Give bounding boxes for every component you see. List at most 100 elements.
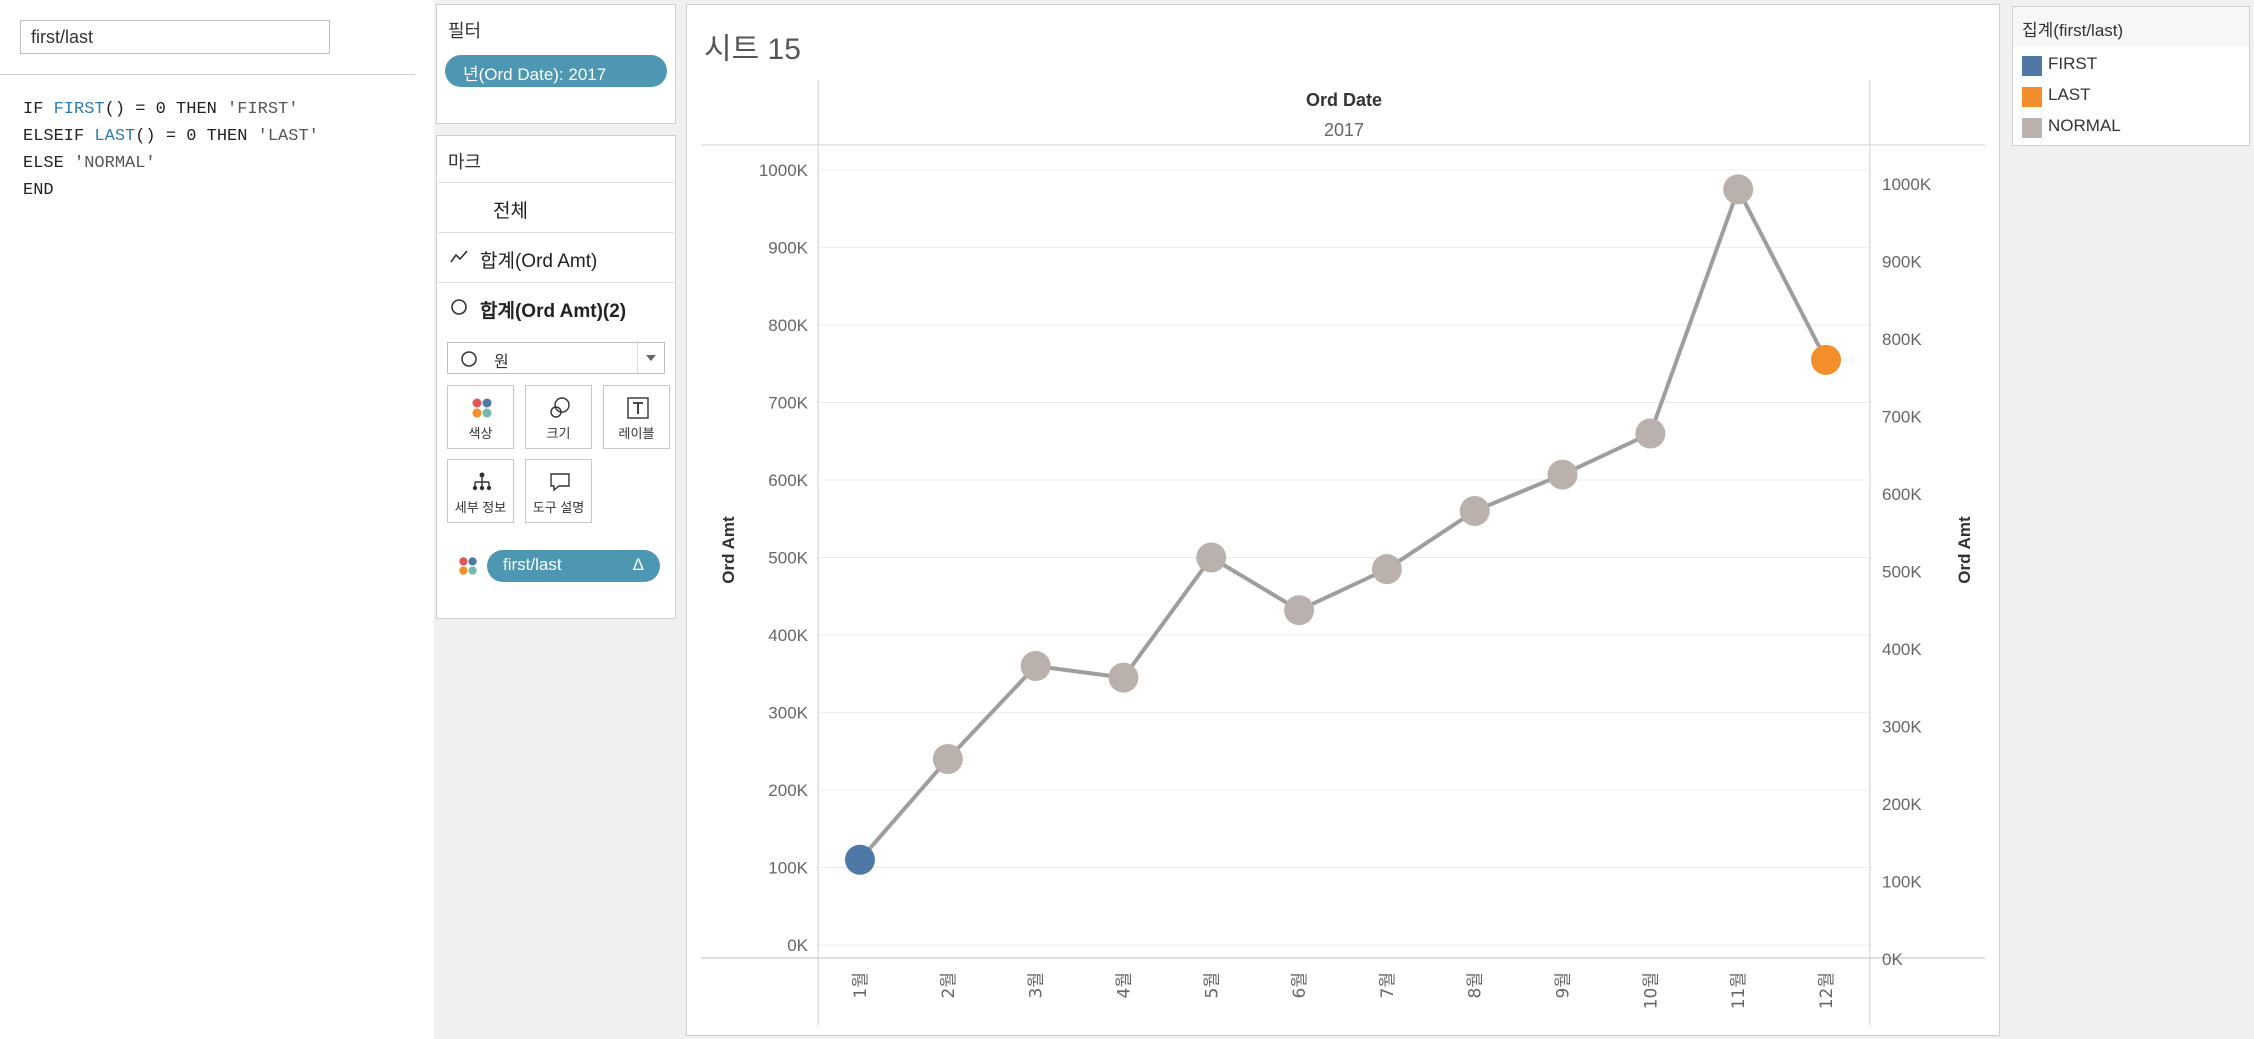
legend-label: NORMAL — [2048, 116, 2121, 135]
detail-tile[interactable]: 세부 정보 — [447, 459, 514, 523]
legend-title: 집계(first/last) — [2022, 21, 2124, 40]
y-tick-label-left: 600K — [768, 471, 808, 490]
tile-label: 색상 — [468, 426, 493, 441]
y-tick-label-left: 300K — [768, 704, 808, 723]
data-point-normal — [1635, 418, 1666, 449]
x-tick-label: 7월 — [1378, 972, 1398, 998]
data-point-first — [845, 844, 875, 875]
code-text: () = 0 THEN — [104, 100, 228, 119]
column-header-title: Ord Date — [1306, 90, 1382, 110]
y-tick-label-left: 700K — [768, 394, 808, 413]
data-point-normal — [1459, 496, 1490, 526]
filter-pill-ord-date[interactable]: 년(Ord Date): 2017 — [445, 55, 667, 87]
marks-row-all[interactable]: 전체 — [438, 182, 674, 233]
y-tick-label-left: 400K — [768, 626, 808, 645]
detail-icon — [472, 472, 492, 491]
code-text: () = 0 THEN — [135, 127, 258, 146]
gutter — [415, 0, 434, 218]
series-line — [858, 187, 1828, 862]
label-icon — [627, 397, 649, 419]
color-tile[interactable]: 색상 — [447, 385, 514, 449]
calc-formula-editor[interactable]: IF FIRST() = 0 THEN 'FIRST' ELSEIF LAST(… — [23, 96, 319, 204]
x-tick-label: 3월 — [1027, 972, 1047, 998]
x-tick-label: 6월 — [1290, 972, 1310, 998]
y-tick-label-right: 500K — [1882, 563, 1922, 582]
y-tick-label-right: 600K — [1882, 485, 1922, 504]
marks-row-sum-ord-amt-2[interactable]: 합계(Ord Amt)(2) — [438, 282, 674, 333]
x-tick-label: 1월 — [851, 972, 871, 998]
x-tick-label: 9월 — [1554, 972, 1574, 998]
code-text: END — [23, 181, 54, 200]
tile-label: 도구 설명 — [532, 500, 585, 515]
circle-icon — [451, 299, 467, 315]
code-string: 'LAST' — [257, 127, 319, 146]
chevron-down-icon[interactable] — [637, 343, 664, 373]
table-calc-delta-icon: Δ — [632, 555, 644, 574]
column-header-value: 2017 — [1324, 120, 1364, 140]
mark-type-dropdown[interactable]: 원 — [447, 342, 665, 374]
y-tick-label-left: 900K — [768, 239, 808, 258]
x-tick-label: 8월 — [1466, 972, 1486, 998]
y-tick-label-right: 200K — [1882, 795, 1922, 814]
legend-swatch — [2022, 118, 2042, 138]
data-point-last — [1811, 344, 1841, 375]
legend-swatch — [2022, 87, 2042, 107]
y-tick-label-right: 0K — [1882, 950, 1903, 969]
color-icon — [472, 398, 492, 418]
y-axis-title-left: Ord Amt — [719, 516, 738, 584]
calc-divider — [0, 74, 415, 75]
y-tick-label-right: 800K — [1882, 330, 1922, 349]
code-string: 'FIRST' — [227, 100, 299, 119]
data-point-normal — [1371, 554, 1402, 585]
color-icon — [459, 557, 477, 575]
pill-label: first/last — [503, 555, 562, 574]
x-tick-label: 11월 — [1729, 972, 1749, 1009]
y-tick-label-left: 200K — [768, 781, 808, 800]
legend-header — [2013, 7, 2249, 47]
sheet-title: 시트 15 — [704, 33, 801, 66]
data-point-normal — [1547, 459, 1578, 490]
tile-label: 세부 정보 — [454, 500, 507, 515]
label-tile[interactable]: 레이블 — [603, 385, 670, 449]
tooltip-icon — [550, 473, 570, 492]
data-point-normal — [1108, 662, 1139, 693]
tooltip-tile[interactable]: 도구 설명 — [525, 459, 592, 523]
size-tile[interactable]: 크기 — [525, 385, 592, 449]
y-axis-title-right: Ord Amt — [1955, 516, 1974, 584]
marks-row-label: 전체 — [493, 201, 528, 222]
y-tick-label-right: 300K — [1882, 718, 1922, 737]
x-tick-label: 10월 — [1641, 972, 1661, 1009]
tile-label: 크기 — [546, 426, 571, 441]
legend-label: LAST — [2048, 85, 2091, 104]
code-function: FIRST — [53, 100, 105, 119]
circle-icon — [461, 351, 477, 367]
y-tick-label-right: 400K — [1882, 640, 1922, 659]
y-tick-label-right: 100K — [1882, 873, 1922, 892]
code-text: IF — [23, 100, 54, 119]
mark-type-value: 원 — [494, 354, 509, 371]
data-point-normal — [1284, 595, 1315, 626]
code-string: 'NORMAL' — [74, 154, 156, 173]
marks-row-label: 합계(Ord Amt) — [480, 251, 598, 272]
legend-swatch — [2022, 56, 2042, 76]
legend-card — [2012, 6, 2250, 146]
y-tick-label-right: 1000K — [1882, 175, 1932, 194]
marks-row-label: 합계(Ord Amt)(2) — [480, 301, 627, 322]
y-tick-label-left: 100K — [768, 859, 808, 878]
blank-area — [0, 218, 434, 1039]
calculation-editor: first/last IF FIRST() = 0 THEN 'FIRST' E… — [0, 0, 416, 218]
data-point-normal — [1723, 174, 1754, 205]
marks-row-sum-ord-amt[interactable]: 합계(Ord Amt) — [438, 232, 674, 283]
y-tick-label-left: 500K — [768, 549, 808, 568]
code-text: ELSEIF — [23, 127, 95, 146]
color-pill-first-last[interactable]: first/last Δ — [487, 550, 660, 582]
y-tick-label-right: 700K — [1882, 408, 1922, 427]
x-tick-label: 4월 — [1114, 972, 1134, 998]
line-icon — [450, 250, 468, 263]
filters-title: 필터 — [448, 21, 482, 41]
calc-name-input[interactable]: first/last — [20, 20, 330, 54]
code-text: ELSE — [23, 154, 75, 173]
worksheet-view — [686, 4, 2000, 1036]
size-icon — [550, 397, 570, 418]
